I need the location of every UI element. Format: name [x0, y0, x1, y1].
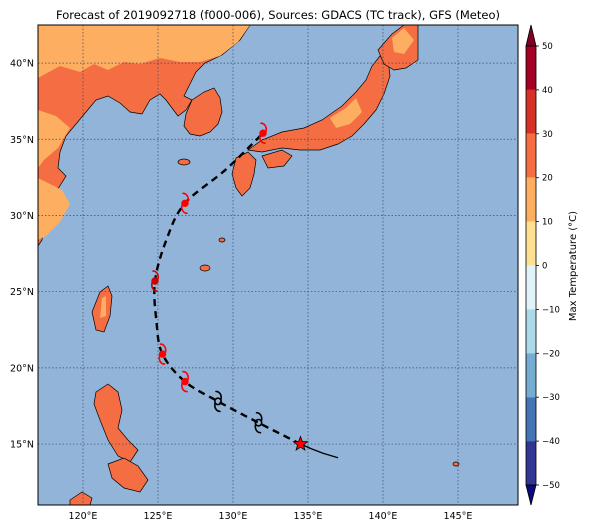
colorbar-tick-label: 50 [542, 42, 553, 52]
colorbar-band [526, 46, 536, 90]
land-hokkaido-cool [392, 28, 414, 54]
land-visayas [107, 457, 149, 493]
lat-tick-label: 40°N [10, 59, 34, 70]
lat-tick-label: 25°N [10, 287, 34, 298]
land-amami [218, 237, 226, 243]
colorbar-tick-label: −10 [542, 305, 560, 315]
past-track-line [300, 443, 339, 459]
colorbar-band [526, 133, 536, 178]
colorbar-tick-label: −30 [542, 393, 560, 403]
forecast-track-line [153, 132, 302, 446]
tropical-storm-icon [254, 411, 263, 434]
lat-tick-label: 30°N [10, 211, 34, 222]
land-shikoku [261, 149, 293, 169]
colorbar-tick-label: −50 [542, 481, 560, 491]
tc-track [151, 122, 339, 459]
colorbar-band [526, 89, 536, 134]
lat-tick-label: 15°N [10, 440, 34, 451]
colorbar-over-triangle [525, 24, 537, 47]
storm-symbols [151, 122, 267, 434]
land-cool-north [38, 25, 250, 78]
colorbar-tick-label: 20 [542, 174, 553, 184]
colorbar-tick-label: 30 [542, 130, 553, 140]
land-mindanao [69, 491, 93, 505]
land-korea [183, 87, 223, 137]
land-jeju [177, 158, 191, 166]
colorbar-band [526, 441, 536, 485]
star-icon [292, 435, 309, 452]
gridlines [38, 25, 518, 505]
lat-tick-label: 35°N [10, 135, 34, 146]
land-taiwan-cool [100, 296, 106, 318]
typhoon-icon [181, 370, 189, 393]
tropical-storm-icon [213, 390, 223, 413]
colorbar-band [526, 265, 536, 310]
lon-tick-label: 135°E [294, 511, 323, 522]
map-title: Forecast of 2019092718 (f000-006), Sourc… [56, 8, 500, 22]
lat-tick-labels: 15°N 20°N 25°N 30°N 35°N 40°N [10, 59, 34, 451]
colorbar-tick-label: −20 [542, 349, 560, 359]
typhoon-icon [151, 270, 159, 292]
lon-tick-label: 130°E [219, 511, 248, 522]
land-cool-inland [38, 110, 70, 168]
colorbar-band [526, 397, 536, 442]
land-luzon [93, 383, 139, 463]
lon-tick-label: 140°E [369, 511, 398, 522]
colorbar-tick-label: −40 [542, 437, 560, 447]
land-honshu [247, 55, 391, 153]
colorbar-label: Max Temperature (°C) [568, 211, 579, 321]
land-cool-south [38, 178, 70, 240]
map-frame [37, 24, 519, 506]
colorbar-band [526, 221, 536, 266]
land-okinawa [199, 264, 211, 272]
colorbar-tick-label: 40 [542, 86, 553, 96]
colorbar-band [526, 177, 536, 222]
colorbar: 50 40 30 20 10 0 −10 −20 −30 −40 −50 Max Temperatu… [525, 24, 579, 506]
lat-tick-label: 20°N [10, 363, 34, 374]
lon-tick-label: 125°E [144, 511, 173, 522]
colorbar-band [526, 309, 536, 354]
colorbar-tick-label: 10 [542, 218, 553, 228]
lon-tick-labels: 120°E 125°E 130°E 135°E 140°E 145°E [69, 511, 473, 522]
colorbar-band [526, 353, 536, 398]
land-islet [452, 461, 460, 467]
colorbar-tick-label: 0 [542, 262, 547, 272]
land-layer [38, 25, 460, 505]
typhoon-icon [158, 343, 167, 365]
lon-tick-label: 120°E [69, 511, 98, 522]
land-kyushu [231, 151, 257, 197]
typhoon-icon [181, 192, 189, 215]
lon-tick-label: 145°E [444, 511, 473, 522]
colorbar-under-triangle [525, 484, 537, 506]
typhoon-icon [259, 122, 267, 144]
land-honshu-cool [330, 98, 362, 128]
